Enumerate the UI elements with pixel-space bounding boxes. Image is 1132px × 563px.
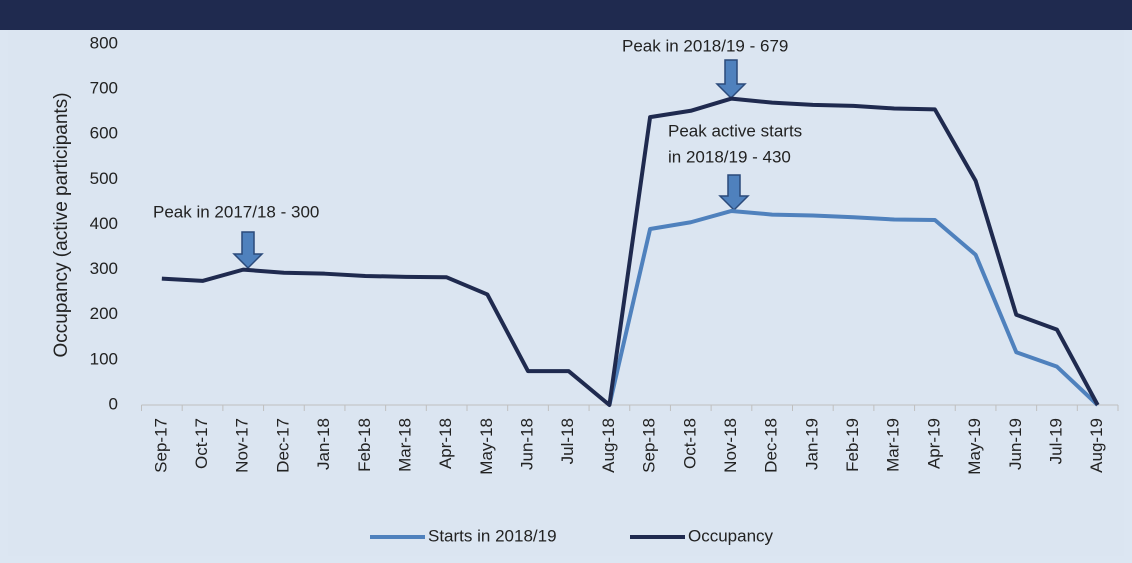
x-tick-label: Jul-18 bbox=[558, 418, 577, 464]
x-tick-label: Feb-18 bbox=[355, 418, 374, 472]
x-tick-label: Nov-17 bbox=[233, 418, 252, 473]
legend-label: Occupancy bbox=[688, 526, 774, 545]
y-tick-label: 300 bbox=[90, 259, 118, 278]
x-tick-label: Feb-19 bbox=[843, 418, 862, 472]
y-tick-label: 100 bbox=[90, 349, 118, 368]
annotation: in 2018/19 - 430 bbox=[668, 147, 791, 166]
annotation: Peak active starts bbox=[668, 121, 802, 140]
y-tick-label: 800 bbox=[90, 33, 118, 52]
x-tick-label: Aug-18 bbox=[599, 418, 618, 473]
line-series bbox=[161, 96, 1100, 407]
arrow bbox=[232, 231, 264, 270]
x-tick-label: Sep-18 bbox=[640, 418, 659, 473]
x-tick-label: Jun-18 bbox=[518, 418, 537, 470]
x-tick-label: Jan-18 bbox=[314, 418, 333, 470]
x-tick-label: Mar-19 bbox=[884, 418, 903, 472]
annotation: Peak in 2018/19 - 679 bbox=[622, 36, 788, 55]
y-tick-label: 600 bbox=[90, 124, 118, 143]
line-series bbox=[607, 208, 1100, 407]
x-tick-label: Oct-17 bbox=[192, 418, 211, 469]
y-tick-label: 0 bbox=[109, 394, 118, 413]
y-tick-label: 700 bbox=[90, 79, 118, 98]
header-band bbox=[0, 0, 1132, 30]
x-tick-label: May-19 bbox=[965, 418, 984, 475]
x-tick-label: Jan-19 bbox=[802, 418, 821, 470]
x-tick-label: Jul-19 bbox=[1046, 418, 1065, 464]
x-tick-label: Apr-19 bbox=[924, 418, 943, 469]
x-tick-label: Nov-18 bbox=[721, 418, 740, 473]
y-axis-label: Occupancy (active participants) bbox=[51, 92, 72, 357]
legend-label: Starts in 2018/19 bbox=[428, 526, 557, 545]
x-tick-label: Apr-18 bbox=[436, 418, 455, 469]
x-tick-label: May-18 bbox=[477, 418, 496, 475]
x-tick-label: Mar-18 bbox=[395, 418, 414, 472]
x-tick-label: Sep-17 bbox=[151, 418, 170, 473]
annotation: Peak in 2017/18 - 300 bbox=[153, 202, 319, 221]
y-tick-label: 500 bbox=[90, 169, 118, 188]
chart-area bbox=[8, 30, 1124, 556]
x-tick-label: Aug-19 bbox=[1087, 418, 1106, 473]
arrow bbox=[718, 174, 750, 212]
y-tick-label: 400 bbox=[90, 214, 118, 233]
x-tick-label: Dec-18 bbox=[762, 418, 781, 473]
arrow bbox=[715, 59, 747, 100]
y-tick-label: 200 bbox=[90, 304, 118, 323]
arrows bbox=[232, 59, 750, 270]
x-tick-label: Dec-17 bbox=[273, 418, 292, 473]
x-tick-label: Jun-19 bbox=[1006, 418, 1025, 470]
x-tick-label: Oct-18 bbox=[680, 418, 699, 469]
